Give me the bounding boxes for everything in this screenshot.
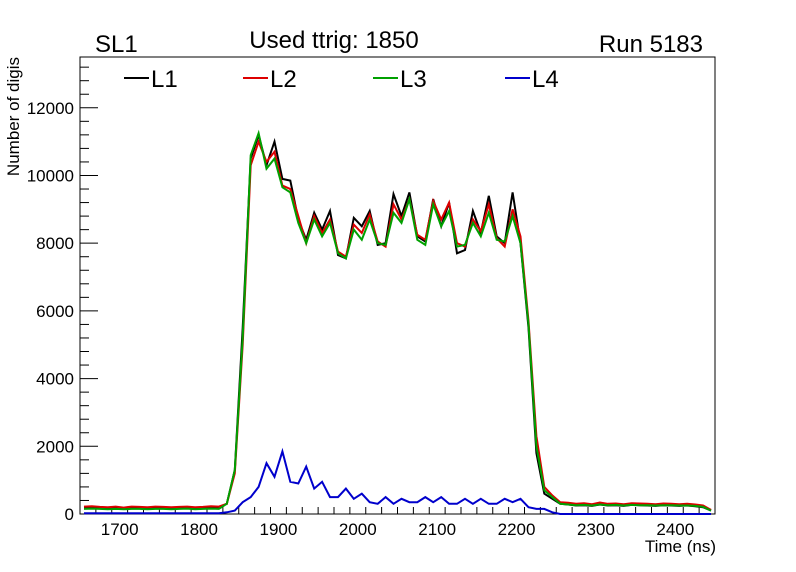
series-line-l1 (83, 131, 712, 512)
legend-label: L3 (400, 66, 427, 93)
x-tick-label: 2100 (418, 520, 456, 539)
plot-frame (79, 56, 716, 515)
series-line-l3 (83, 129, 712, 512)
chart-title: Used ttrig: 1850 (249, 27, 418, 54)
x-axis-label: Time (ns) (645, 537, 716, 556)
axis-ticks (79, 66, 716, 515)
y-tick-label: 4000 (36, 370, 74, 389)
y-tick-label: 8000 (36, 234, 74, 253)
legend-label: L1 (151, 66, 178, 93)
series-line-l4 (84, 447, 711, 515)
y-tick-label: 2000 (36, 437, 74, 456)
legend-label: L4 (532, 66, 559, 93)
y-tick-label: 0 (65, 505, 74, 524)
x-tick-label: 2400 (656, 520, 694, 539)
y-axis-label: Number of digis (4, 57, 23, 176)
y-tick-label: 10000 (27, 166, 74, 185)
x-tick-labels: 1700 1800 1900 2000 2100 2200 2300 2400 (101, 520, 694, 539)
x-tick-label: 1800 (180, 520, 218, 539)
x-tick-label: 2300 (577, 520, 615, 539)
legend: L1 L2 L3 L4 (124, 66, 559, 93)
label-left: SL1 (95, 31, 138, 58)
y-tick-label: 6000 (36, 302, 74, 321)
series-lines (83, 129, 712, 515)
label-right: Run 5183 (599, 31, 703, 58)
x-tick-label: 2200 (498, 520, 536, 539)
x-tick-label: 1900 (260, 520, 298, 539)
series-line-l2 (83, 138, 712, 511)
y-tick-label: 12000 (27, 99, 74, 118)
x-tick-label: 1700 (101, 520, 139, 539)
y-tick-labels: 0 2000 4000 6000 8000 10000 12000 (27, 99, 74, 524)
x-tick-label: 2000 (339, 520, 377, 539)
legend-label: L2 (270, 66, 297, 93)
